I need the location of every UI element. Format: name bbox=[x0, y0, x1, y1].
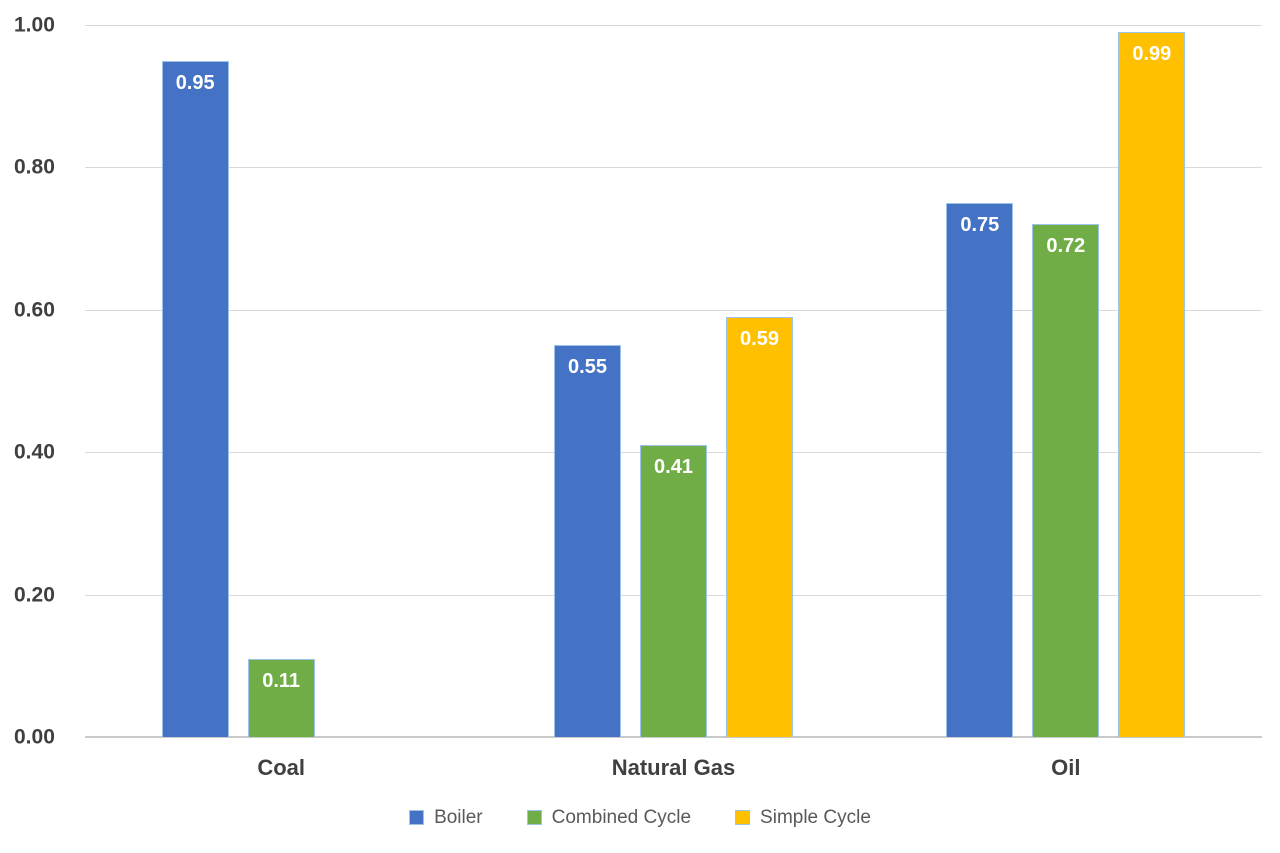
bar-combined-cycle: 0.41 bbox=[639, 445, 707, 737]
bar-value-label: 0.99 bbox=[1132, 43, 1172, 66]
bar-boiler: 0.55 bbox=[553, 345, 621, 737]
bar-value-label: 0.11 bbox=[262, 669, 301, 692]
legend-label: Boiler bbox=[434, 807, 483, 828]
x-axis-line bbox=[85, 736, 1262, 738]
legend-item-simple-cycle: Simple Cycle bbox=[735, 808, 871, 827]
category-group-natural-gas: 0.55 0.41 0.59 bbox=[477, 25, 869, 737]
category-label-natural-gas: Natural Gas bbox=[611, 755, 736, 780]
bar-value-label: 0.72 bbox=[1046, 235, 1086, 258]
category-label-oil: Oil bbox=[1051, 755, 1081, 780]
legend-item-combined-cycle: Combined Cycle bbox=[526, 807, 692, 828]
y-tick-label: 0.60 bbox=[14, 298, 55, 322]
bar-value-label: 0.55 bbox=[568, 356, 607, 379]
category-group-coal: 0.95 0.11 bbox=[85, 25, 477, 737]
gridline bbox=[85, 309, 1262, 311]
bar-boiler: 0.95 bbox=[161, 60, 229, 737]
bar-combined-cycle: 0.72 bbox=[1032, 224, 1100, 737]
bar-value-label: 0.95 bbox=[175, 71, 215, 94]
bar-value-label: 0.41 bbox=[654, 456, 693, 479]
plot-area: 0.95 0.11 0.55 0.41 0.59 0.75 0.72 0.99 bbox=[85, 25, 1262, 738]
y-tick-label: 0.80 bbox=[14, 155, 55, 179]
bar-value-label: 0.75 bbox=[960, 214, 1000, 236]
legend-swatch-icon bbox=[526, 810, 542, 825]
bar-simple-cycle: 0.99 bbox=[1118, 32, 1186, 737]
legend: Boiler Combined Cycle Simple Cycle bbox=[0, 808, 1280, 827]
bar-combined-cycle: 0.11 bbox=[247, 658, 315, 737]
legend-item-boiler: Boiler bbox=[409, 808, 483, 827]
legend-label: Combined Cycle bbox=[551, 807, 692, 828]
category-group-oil: 0.75 0.72 0.99 bbox=[870, 25, 1262, 737]
legend-swatch-icon bbox=[409, 810, 425, 825]
legend-label: Simple Cycle bbox=[760, 807, 871, 828]
gridline bbox=[85, 25, 1262, 26]
y-tick-label: 0.20 bbox=[14, 583, 55, 607]
gridline bbox=[85, 167, 1262, 169]
bar-boiler: 0.75 bbox=[946, 203, 1014, 737]
bar-value-label: 0.59 bbox=[740, 327, 779, 350]
x-axis-labels: Coal Natural Gas Oil bbox=[85, 755, 1262, 781]
y-tick-label: 0.00 bbox=[14, 725, 55, 749]
category-label-coal: Coal bbox=[257, 755, 305, 780]
y-tick-label: 0.40 bbox=[14, 440, 55, 464]
legend-swatch-icon bbox=[735, 810, 751, 825]
y-tick-label: 1.00 bbox=[14, 13, 55, 37]
bar-simple-cycle: 0.59 bbox=[725, 316, 793, 737]
